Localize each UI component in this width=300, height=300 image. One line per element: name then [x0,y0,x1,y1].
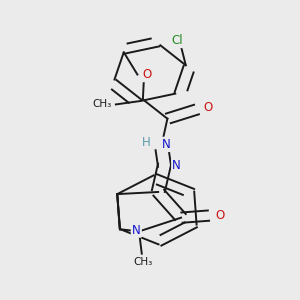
Text: Cl: Cl [172,34,184,47]
Text: O: O [204,101,213,115]
Text: O: O [216,208,225,222]
Text: N: N [172,159,181,172]
Text: N: N [162,138,171,151]
Text: N: N [132,224,141,237]
Text: CH₃: CH₃ [93,99,112,110]
Text: H: H [142,136,151,149]
Text: CH₃: CH₃ [134,257,153,267]
Text: O: O [142,68,152,81]
